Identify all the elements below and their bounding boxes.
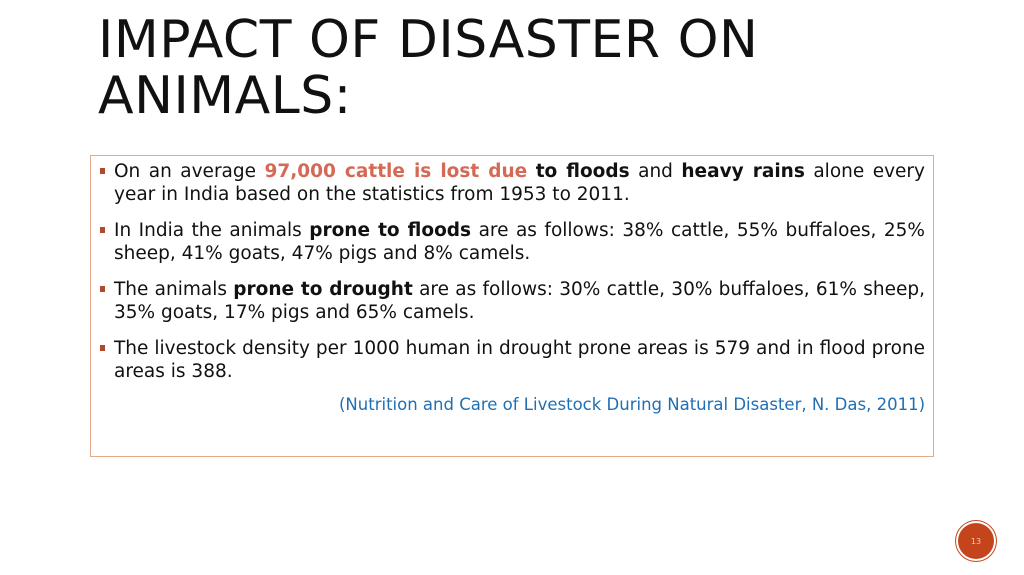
bullet-text: are as follows: 30% cattle, 30% buffaloe…: [114, 279, 926, 323]
bold-text: prone to floods: [309, 220, 472, 241]
bold-text: heavy rains: [681, 161, 805, 182]
page-number-badge: 13: [958, 523, 994, 559]
bullet-item-livestock-density: The livestock density per 1000 human in …: [99, 337, 925, 383]
bullet-item-flood-prone: In India the animals prone to floods are…: [99, 219, 925, 265]
bullet-item-drought-prone: The animals prone to drought are as foll…: [99, 278, 925, 324]
bullet-text: [527, 161, 535, 182]
citation: (Nutrition and Care of Livestock During …: [339, 395, 925, 414]
square-bullet-icon: [100, 168, 105, 174]
bold-text: to floods: [535, 161, 630, 182]
bullet-text: On an average: [114, 161, 265, 182]
bullet-text: The livestock density per 1000 human in …: [114, 338, 925, 382]
slide-title-line-2: ANIMALS:: [98, 66, 352, 126]
content-placeholder: On an average 97,000 cattle is lost due …: [90, 155, 934, 457]
bullet-text: alone every year in India based on the s…: [114, 161, 925, 205]
slide-title-line-1: IMPACT OF DISASTER ON: [98, 10, 759, 70]
bullet-text: In India the animals: [114, 220, 310, 241]
bullet-item-cattle-loss: On an average 97,000 cattle is lost due …: [99, 160, 925, 206]
page-number: 13: [970, 536, 982, 546]
bullet-text: are as follows: 38% cattle, 55% buffaloe…: [114, 220, 925, 264]
square-bullet-icon: [100, 345, 105, 351]
bold-text: prone to drought: [233, 279, 413, 300]
highlight-text: 97,000 cattle is lost due: [264, 161, 528, 182]
slide-title: IMPACT OF DISASTER ON ANIMALS:: [98, 12, 958, 124]
bullet-text: The animals: [114, 279, 234, 300]
bullet-text: and: [629, 161, 682, 182]
square-bullet-icon: [100, 286, 105, 292]
square-bullet-icon: [100, 227, 105, 233]
bullet-list: On an average 97,000 cattle is lost due …: [99, 160, 925, 383]
